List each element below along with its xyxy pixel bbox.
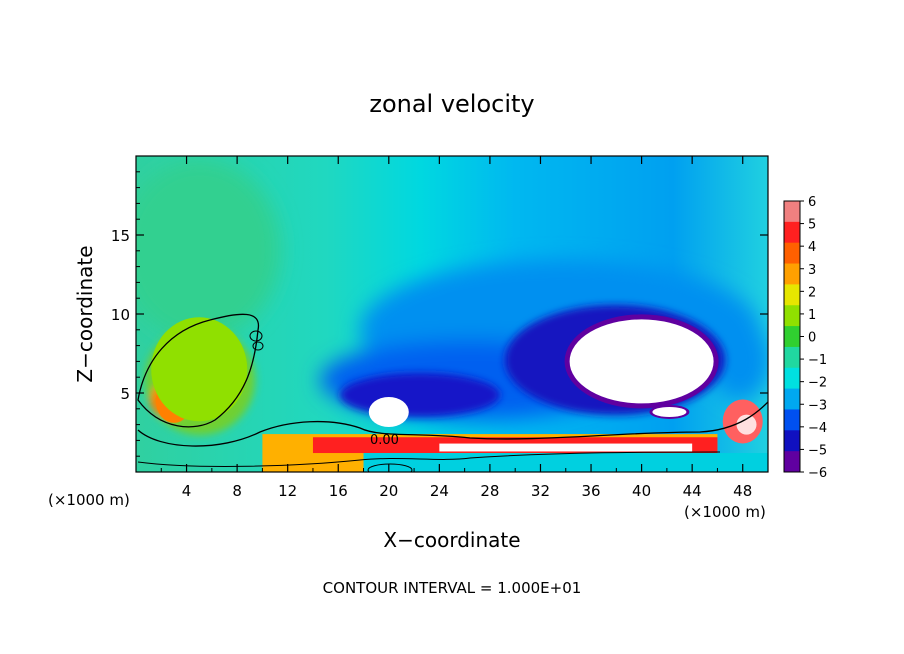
colorbar-swatch — [784, 388, 800, 410]
y-tick-label-5: 5 — [120, 385, 130, 403]
positive-region-left — [151, 317, 248, 422]
x-tick-label-4: 4 — [182, 482, 192, 500]
contour-loop — [252, 341, 264, 351]
contour-loop — [249, 330, 263, 342]
negative-core-tiny — [652, 406, 687, 417]
y-tick-label-10: 10 — [111, 306, 130, 324]
velocity-field — [136, 156, 768, 472]
x-tick-label-28: 28 — [480, 482, 499, 500]
colorbar-label: 4 — [808, 240, 816, 255]
contour-loop-bottom — [367, 463, 413, 472]
negative-core-upper — [569, 319, 714, 404]
colorbar-label: 5 — [808, 218, 816, 233]
y-axis-label: Z−coordinate — [73, 245, 97, 382]
x-tick-label-20: 20 — [379, 482, 398, 500]
colorbar-swatch — [784, 263, 800, 285]
contour-surface — [137, 451, 721, 467]
chart-title: zonal velocity — [369, 90, 534, 118]
colorbar-swatch — [784, 326, 800, 348]
colorbar-swatch — [784, 284, 800, 306]
colorbar-label: −6 — [808, 466, 827, 481]
colorbar-label: −3 — [808, 398, 827, 413]
x-tick-label-24: 24 — [430, 482, 449, 500]
y-tick-label-15: 15 — [111, 227, 130, 245]
colorbar: 6 5 4 3 2 1 0 −1 −2 −3 −4 −5 −6 — [783, 195, 827, 481]
x-units-right: (×1000 m) — [684, 503, 766, 521]
x-tick-label-48: 48 — [733, 482, 752, 500]
colorbar-swatch — [784, 242, 800, 265]
colorbar-swatch — [784, 305, 800, 327]
colorbar-swatch — [784, 201, 800, 223]
x-tick-label-12: 12 — [278, 482, 297, 500]
x-tick-label-32: 32 — [531, 482, 550, 500]
colorbar-label: 1 — [808, 308, 816, 323]
contour-label: 0.00 — [370, 433, 399, 448]
contour-zero-lower — [137, 401, 768, 447]
colorbar-swatch — [784, 346, 800, 369]
colorbar-swatch — [784, 409, 800, 431]
colorbar-label: −1 — [808, 353, 827, 368]
colorbar-label: −4 — [808, 421, 827, 436]
surface-jet-core — [439, 443, 693, 452]
x-tick-label-40: 40 — [632, 482, 651, 500]
x-axis-label: X−coordinate — [383, 528, 520, 552]
negative-core-small — [368, 396, 409, 427]
x-tick-label-44: 44 — [683, 482, 702, 500]
x-units-left: (×1000 m) — [48, 491, 130, 509]
colorbar-label: −5 — [808, 443, 827, 458]
colorbar-swatch — [784, 430, 800, 452]
x-tick-label-16: 16 — [329, 482, 348, 500]
x-tick-label-36: 36 — [581, 482, 600, 500]
colorbar-label: 6 — [808, 195, 816, 210]
colorbar-swatch — [784, 367, 800, 390]
colorbar-label: 2 — [808, 285, 816, 300]
colorbar-label: 0 — [808, 331, 816, 346]
colorbar-label: −2 — [808, 376, 827, 391]
colorbar-label: 3 — [808, 263, 816, 278]
x-tick-label-8: 8 — [232, 482, 242, 500]
right-positive-core — [736, 414, 757, 435]
colorbar-swatch — [784, 221, 800, 244]
surface-negative — [363, 453, 768, 472]
colorbar-swatch — [784, 451, 800, 473]
footer-contour-interval: CONTOUR INTERVAL = 1.000E+01 — [323, 579, 582, 597]
contour-zero-left — [137, 313, 260, 428]
